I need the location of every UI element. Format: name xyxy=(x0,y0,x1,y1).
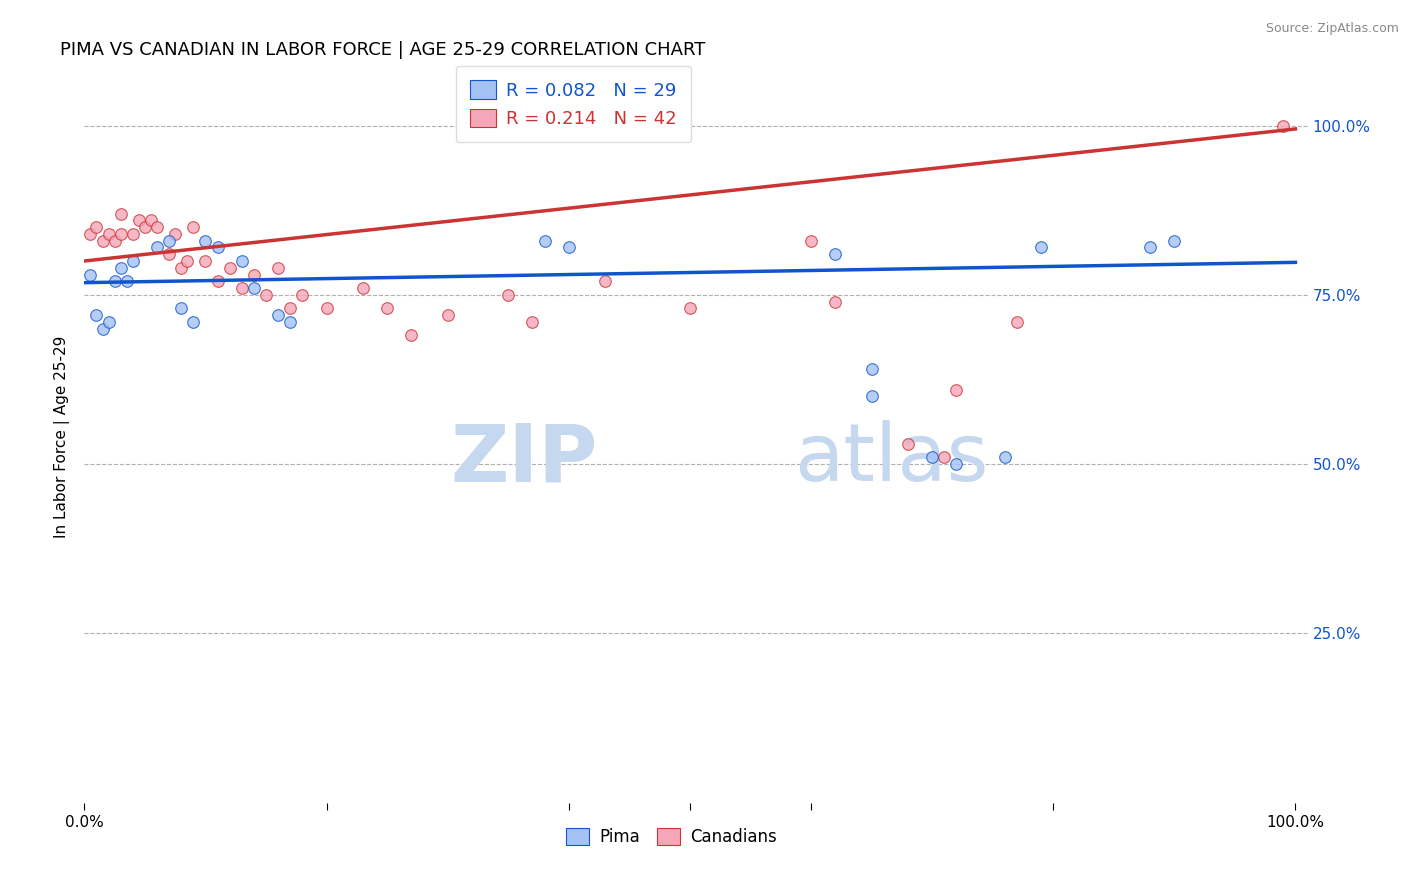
Point xyxy=(231,281,253,295)
Point xyxy=(1163,234,1185,248)
Point xyxy=(86,308,108,322)
Point xyxy=(157,247,180,261)
Point xyxy=(243,281,266,295)
Point xyxy=(91,234,114,248)
Text: ZIP: ZIP xyxy=(451,420,598,498)
Point xyxy=(1272,119,1295,133)
Point xyxy=(146,220,169,235)
Point xyxy=(824,247,846,261)
Point xyxy=(254,288,277,302)
Point xyxy=(79,227,101,241)
Legend: Pima, Canadians: Pima, Canadians xyxy=(560,822,783,853)
Text: Source: ZipAtlas.com: Source: ZipAtlas.com xyxy=(1265,22,1399,36)
Point xyxy=(243,268,266,282)
Point xyxy=(207,274,229,288)
Point xyxy=(496,288,519,302)
Point xyxy=(207,240,229,254)
Point xyxy=(375,301,398,316)
Y-axis label: In Labor Force | Age 25-29: In Labor Force | Age 25-29 xyxy=(55,336,70,538)
Point xyxy=(278,301,301,316)
Point xyxy=(183,220,205,235)
Point xyxy=(1005,315,1028,329)
Point xyxy=(104,234,127,248)
Point xyxy=(291,288,314,302)
Point xyxy=(79,268,101,282)
Point xyxy=(800,234,823,248)
Point xyxy=(401,328,423,343)
Point xyxy=(593,274,616,288)
Point xyxy=(115,274,138,288)
Point xyxy=(315,301,337,316)
Point xyxy=(1029,240,1052,254)
Text: PIMA VS CANADIAN IN LABOR FORCE | AGE 25-29 CORRELATION CHART: PIMA VS CANADIAN IN LABOR FORCE | AGE 25… xyxy=(60,41,706,59)
Point xyxy=(267,308,290,322)
Point xyxy=(97,315,120,329)
Point xyxy=(533,234,555,248)
Point xyxy=(994,450,1017,465)
Point xyxy=(921,450,943,465)
Point xyxy=(128,213,150,227)
Point xyxy=(165,227,187,241)
Point xyxy=(231,254,253,268)
Point xyxy=(945,457,967,471)
Point xyxy=(897,437,920,451)
Point xyxy=(679,301,702,316)
Point xyxy=(176,254,198,268)
Point xyxy=(267,260,290,275)
Point xyxy=(194,234,217,248)
Point xyxy=(522,315,544,329)
Point xyxy=(110,206,132,220)
Point xyxy=(170,301,193,316)
Point xyxy=(945,383,967,397)
Point xyxy=(183,315,205,329)
Point xyxy=(934,450,956,465)
Point xyxy=(824,294,846,309)
Point xyxy=(146,240,169,254)
Point xyxy=(134,220,156,235)
Point xyxy=(436,308,458,322)
Point xyxy=(170,260,193,275)
Point xyxy=(110,260,132,275)
Point xyxy=(121,227,143,241)
Point xyxy=(110,227,132,241)
Point xyxy=(860,389,883,403)
Point xyxy=(860,362,883,376)
Point xyxy=(218,260,240,275)
Text: atlas: atlas xyxy=(794,420,988,498)
Point xyxy=(558,240,581,254)
Point xyxy=(352,281,374,295)
Point xyxy=(104,274,127,288)
Point xyxy=(1139,240,1161,254)
Point xyxy=(91,322,114,336)
Point xyxy=(86,220,108,235)
Point xyxy=(157,234,180,248)
Point xyxy=(194,254,217,268)
Point xyxy=(139,213,162,227)
Point xyxy=(97,227,120,241)
Point xyxy=(278,315,301,329)
Point xyxy=(121,254,143,268)
